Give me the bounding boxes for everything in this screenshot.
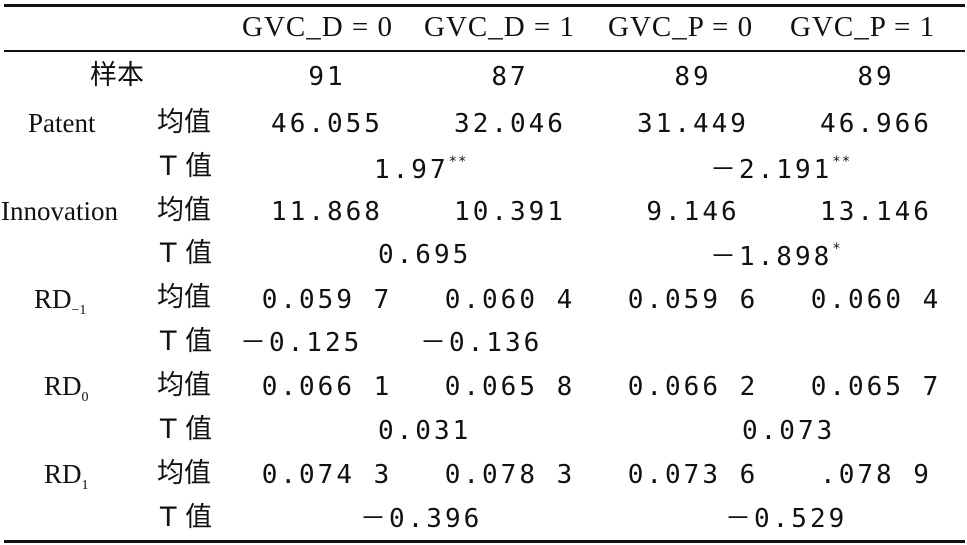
variable-subscript: 0: [81, 390, 89, 405]
mean-value: 0.065 7: [810, 372, 942, 402]
significance-marker: **: [448, 154, 468, 170]
mean-value: 0.066 2: [627, 372, 759, 402]
mean-value: 10.391: [454, 197, 566, 227]
header-rule: [4, 50, 965, 52]
t-value-gvc-p: －0.136: [420, 328, 543, 358]
stat-label: 均值: [157, 195, 211, 226]
stat-label: T 值: [160, 502, 213, 533]
stat-label: T 值: [160, 326, 213, 357]
variable-label: RD−1: [34, 284, 87, 318]
variable-label: RD1: [44, 459, 89, 493]
mean-value: 0.059 7: [261, 285, 393, 315]
significance-marker: **: [832, 154, 852, 170]
stat-label: T 值: [160, 151, 213, 182]
sample-label: 样本: [90, 60, 144, 91]
variable-label: Innovation: [1, 196, 118, 226]
mean-value: 0.060 4: [810, 285, 942, 315]
top-rule: [4, 4, 965, 7]
mean-value: 46.966: [820, 109, 932, 139]
stat-label: 均值: [157, 282, 211, 313]
variable-label: Patent: [28, 108, 96, 138]
sample-value: 89: [674, 62, 712, 92]
t-value-gvc-d: －0.396: [360, 504, 483, 534]
mean-value: 9.146: [646, 197, 740, 227]
t-value-gvc-p: －2.191**: [710, 154, 852, 185]
mean-value: 46.055: [271, 109, 383, 139]
t-value-gvc-d: －0.125: [240, 328, 363, 358]
t-value-gvc-d: 0.031: [378, 416, 472, 446]
col-header-gvc-d-1: GVC_D = 1: [424, 11, 576, 43]
col-header-gvc-d-0: GVC_D = 0: [242, 11, 394, 43]
col-header-gvc-p-0: GVC_P = 0: [608, 11, 754, 43]
t-value-gvc-d: 1.97**: [374, 154, 468, 185]
mean-value: 0.074 3: [261, 460, 393, 490]
stat-label: T 值: [160, 238, 213, 269]
stat-label: 均值: [157, 370, 211, 401]
t-value-gvc-p: －1.898*: [710, 241, 842, 272]
stat-label: T 值: [160, 414, 213, 445]
mean-value: 32.046: [454, 109, 566, 139]
stat-label: 均值: [157, 458, 211, 489]
t-value-gvc-d: 0.695: [378, 240, 472, 270]
mean-value: 0.065 8: [444, 372, 576, 402]
variable-subscript: −1: [71, 303, 87, 318]
mean-value: 11.868: [271, 197, 383, 227]
t-value-gvc-p: －0.529: [725, 504, 848, 534]
col-header-gvc-p-1: GVC_P = 1: [790, 11, 936, 43]
variable-label: RD0: [44, 371, 89, 405]
t-value-gvc-p: 0.073: [742, 416, 836, 446]
mean-value: 0.078 3: [444, 460, 576, 490]
sample-value: 87: [491, 62, 529, 92]
mean-value: 13.146: [820, 197, 932, 227]
mean-value: 0.060 4: [444, 285, 576, 315]
mean-value: 0.073 6: [627, 460, 759, 490]
variable-subscript: 1: [81, 478, 89, 493]
significance-marker: *: [832, 241, 842, 257]
stat-label: 均值: [157, 107, 211, 138]
bottom-rule: [4, 540, 965, 543]
mean-value: .078 9: [820, 460, 932, 490]
sample-value: 89: [857, 62, 895, 92]
sample-value: 91: [308, 62, 346, 92]
mean-value: 0.066 1: [261, 372, 393, 402]
mean-value: 31.449: [637, 109, 749, 139]
mean-value: 0.059 6: [627, 285, 759, 315]
